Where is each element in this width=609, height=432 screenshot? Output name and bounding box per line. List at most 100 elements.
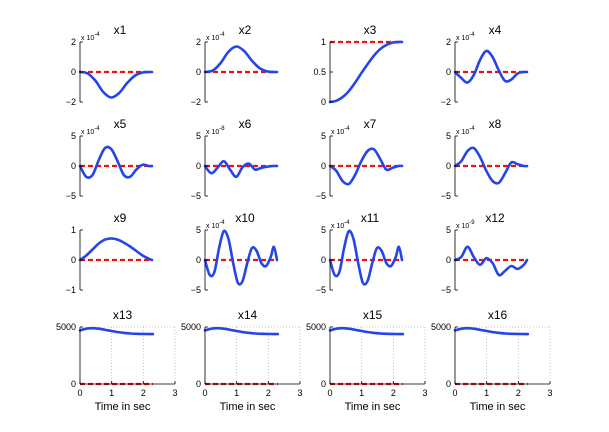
- signal-line: [453, 245, 529, 277]
- scale-multiplier-base: x 10: [81, 129, 94, 136]
- subplot-x9: 1 0 −1 x9: [66, 211, 154, 295]
- signal-line: [328, 229, 404, 286]
- x-axis-label: Time in sec: [95, 401, 151, 413]
- x-axis-label: Time in sec: [345, 401, 401, 413]
- subplot-title: x4: [489, 23, 502, 37]
- subplot-title: x12: [485, 211, 505, 225]
- x-tick-label: 3: [422, 388, 427, 398]
- scale-multiplier-base: x 10: [331, 223, 344, 230]
- x-axis-label: Time in sec: [220, 401, 276, 413]
- y-tick-label: 5: [321, 225, 326, 235]
- y-tick-label: 0: [196, 161, 201, 171]
- scale-multiplier: x 10-4: [81, 126, 100, 136]
- x-tick-label: 0: [77, 388, 82, 398]
- signal-line: [453, 326, 530, 336]
- signal-line: [203, 159, 279, 179]
- x-tick-label: 3: [547, 388, 552, 398]
- scale-multiplier: x 10-4: [206, 32, 225, 42]
- subplot-x6: 5 0 −5 x 10-8 x6: [191, 117, 279, 201]
- signal-line: [203, 45, 279, 74]
- subplot-x12: 5 0 −5 x 10-9 x12: [441, 211, 529, 295]
- y-tick-label: 0: [71, 379, 76, 389]
- subplot-x3: 1 0.5 0 x3: [313, 23, 404, 107]
- signal-line: [78, 70, 154, 99]
- y-tick-label: −5: [441, 285, 451, 295]
- scale-multiplier-exponent: -4: [344, 126, 350, 132]
- x-tick-label: 2: [141, 388, 146, 398]
- x-tick-label: 2: [391, 388, 396, 398]
- subplot-title: x13: [113, 308, 133, 322]
- scale-multiplier-exponent: -8: [219, 126, 225, 132]
- x-tick-label: 0: [202, 388, 207, 398]
- signal-line: [328, 147, 404, 186]
- y-tick-label: 5: [321, 131, 326, 141]
- y-tick-label: 5: [71, 131, 76, 141]
- y-tick-label: 5: [196, 225, 201, 235]
- scale-multiplier: x 10-4: [81, 32, 100, 42]
- y-tick-label: 0: [196, 379, 201, 389]
- y-tick-label: −5: [66, 191, 76, 201]
- scale-multiplier: x 10-8: [206, 126, 225, 136]
- subplot-title: x14: [238, 308, 258, 322]
- x-tick-label: 1: [234, 388, 239, 398]
- y-tick-label: 0: [71, 255, 76, 265]
- x-tick-label: 3: [297, 388, 302, 398]
- x-tick-label: 1: [484, 388, 489, 398]
- y-tick-label: 1: [321, 37, 326, 47]
- x-tick-label: 3: [172, 388, 177, 398]
- y-tick-label: 5: [196, 131, 201, 141]
- subplot-title: x16: [488, 308, 508, 322]
- y-tick-label: 2: [196, 37, 201, 47]
- subplot-x11: 5 0 −5 x 10-4 x11: [316, 211, 404, 295]
- y-tick-label: 0: [196, 67, 201, 77]
- subplot-title: x2: [239, 23, 252, 37]
- y-tick-label: 0: [321, 379, 326, 389]
- y-tick-label: 0: [321, 97, 326, 107]
- y-tick-label: −5: [441, 191, 451, 201]
- y-tick-label: −1: [66, 285, 76, 295]
- subplot-title: x3: [364, 23, 377, 37]
- signal-line: [328, 326, 405, 336]
- scale-multiplier: x 10-4: [456, 32, 475, 42]
- scale-multiplier-exponent: -4: [469, 126, 475, 132]
- x-tick-label: 1: [109, 388, 114, 398]
- subplot-x4: 2 0 −2 x 10-4 x4: [441, 23, 529, 107]
- x-axis-label: Time in sec: [470, 401, 526, 413]
- y-tick-label: −5: [191, 285, 201, 295]
- y-tick-label: 2: [446, 37, 451, 47]
- scale-multiplier-exponent: -4: [219, 220, 225, 226]
- y-tick-label: 5000: [306, 322, 326, 332]
- scale-multiplier-base: x 10: [206, 129, 219, 136]
- y-tick-label: −5: [316, 191, 326, 201]
- y-tick-label: 0: [71, 67, 76, 77]
- y-tick-label: 0: [446, 379, 451, 389]
- scale-multiplier: x 10-4: [331, 220, 350, 230]
- signal-line: [328, 40, 404, 104]
- subplot-title: x6: [239, 117, 252, 131]
- y-tick-label: 0: [321, 255, 326, 265]
- x-tick-label: 2: [266, 388, 271, 398]
- y-tick-label: −5: [316, 285, 326, 295]
- x-tick-label: 2: [516, 388, 521, 398]
- subplot-x16: 5000 00 1 2 3 Time in sec x16: [431, 308, 553, 413]
- y-tick-label: 2: [71, 37, 76, 47]
- y-tick-label: 5000: [431, 322, 451, 332]
- y-tick-label: 0: [196, 255, 201, 265]
- signal-line: [78, 145, 154, 179]
- scale-multiplier: x 10-9: [456, 220, 475, 230]
- signal-line: [453, 49, 529, 84]
- subplot-title: x5: [114, 117, 127, 131]
- y-tick-label: −2: [441, 97, 451, 107]
- subplot-title: x7: [364, 117, 377, 131]
- x-tick-label: 0: [327, 388, 332, 398]
- y-tick-label: −5: [191, 191, 201, 201]
- subplot-title: x15: [363, 308, 383, 322]
- scale-multiplier-exponent: -4: [94, 126, 100, 132]
- scale-multiplier: x 10-4: [456, 126, 475, 136]
- scale-multiplier: x 10-4: [331, 126, 350, 136]
- signal-line: [453, 146, 529, 185]
- scale-multiplier-exponent: -4: [94, 32, 100, 38]
- y-tick-label: 0.5: [313, 67, 326, 77]
- signal-line: [203, 326, 280, 336]
- subplot-x7: 5 0 −5 x 10-4 x7: [316, 117, 404, 201]
